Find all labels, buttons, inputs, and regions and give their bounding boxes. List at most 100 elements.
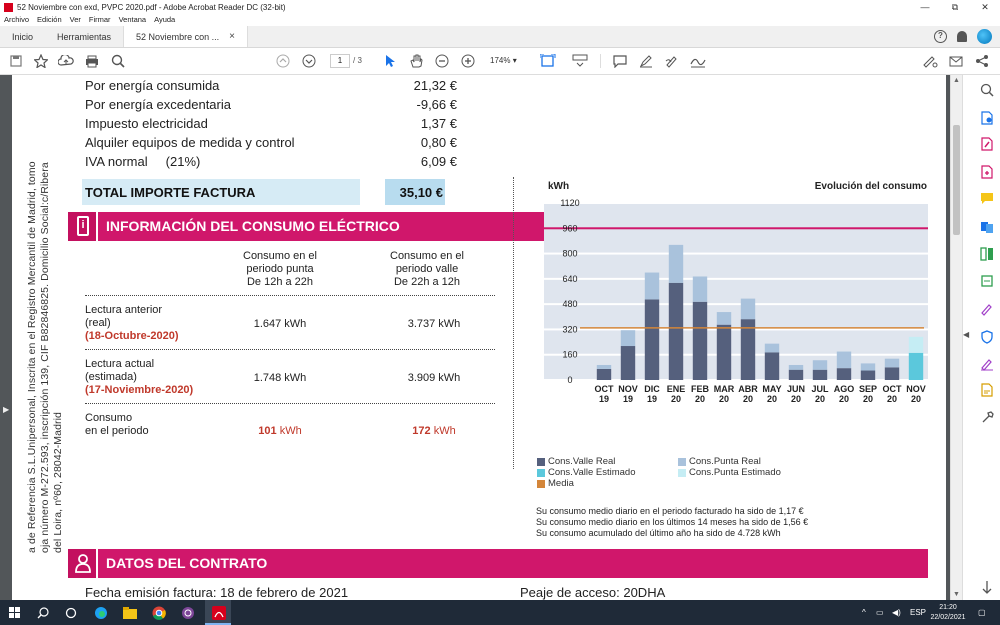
account-avatar[interactable] — [977, 29, 992, 44]
system-tray-chevron-icon[interactable]: ^ — [862, 608, 866, 617]
more-tools-icon[interactable] — [980, 411, 994, 425]
enhance-scan-icon[interactable] — [980, 274, 994, 288]
previous-page-icon[interactable] — [275, 53, 291, 69]
network-icon[interactable]: ▭ — [876, 608, 884, 617]
left-panel-toggle[interactable]: ▶ — [3, 405, 10, 414]
protect-icon[interactable] — [980, 330, 994, 344]
zoom-tool-icon[interactable] — [980, 83, 994, 97]
vertical-scrollbar[interactable]: ▲ ▼ — [950, 75, 962, 600]
tab-close-button[interactable]: × — [229, 30, 235, 42]
create-pdf-icon[interactable] — [980, 165, 994, 179]
next-page-icon[interactable] — [301, 53, 317, 69]
page-total-label: / 3 — [353, 56, 362, 65]
clock-time: 21:20 — [939, 604, 957, 611]
draw-icon[interactable] — [664, 53, 680, 69]
file-explorer-icon[interactable] — [121, 604, 138, 621]
bar-segment — [812, 360, 828, 370]
total-label: TOTAL IMPORTE FACTURA — [85, 185, 256, 200]
grid-band — [544, 330, 928, 354]
task-view-icon[interactable] — [62, 604, 79, 621]
menu-ver[interactable]: Ver — [69, 15, 81, 24]
comment-tool-icon[interactable] — [980, 192, 994, 206]
title-bar: 52 Noviembre con exd, PVPC 2020.pdf - Ad… — [0, 0, 1000, 14]
x-tick-label: 20 — [863, 394, 873, 404]
x-tick-label: 20 — [719, 394, 729, 404]
share-icon[interactable] — [974, 53, 990, 69]
x-tick-label: 20 — [695, 394, 705, 404]
tab-document[interactable]: 52 Noviembre con ... × — [123, 26, 248, 47]
tor-browser-icon[interactable] — [179, 604, 196, 621]
tab-herramientas[interactable]: Herramientas — [57, 32, 112, 42]
scroll-mode-icon[interactable] — [572, 53, 588, 69]
x-tick-label: JUN — [787, 384, 805, 394]
zoom-level-select[interactable]: 174% ▾ — [490, 56, 517, 65]
collapse-panel-icon[interactable]: ◀ — [963, 330, 970, 339]
grid-band — [544, 279, 928, 304]
bar-segment — [836, 368, 852, 380]
fit-page-icon[interactable] — [540, 53, 556, 69]
combine-files-icon[interactable] — [980, 220, 994, 234]
chrome-icon[interactable] — [150, 604, 167, 621]
organize-pages-icon[interactable] — [980, 247, 994, 261]
mail-icon[interactable] — [948, 53, 964, 69]
menu-ayuda[interactable]: Ayuda — [154, 15, 176, 24]
save-icon[interactable] — [8, 53, 24, 69]
minimize-button[interactable]: — — [920, 2, 930, 12]
scroll-thumb[interactable] — [953, 125, 960, 235]
zoom-out-icon[interactable] — [434, 53, 450, 69]
x-tick-label: 20 — [887, 394, 897, 404]
menu-archivo[interactable]: Archivo — [4, 15, 30, 24]
edge-browser-icon[interactable] — [92, 604, 109, 621]
reading-date: (17-Noviembre-2020) — [85, 384, 194, 396]
hand-tool-icon[interactable] — [408, 53, 424, 69]
notifications-icon[interactable]: ▢ — [978, 608, 986, 617]
fill-sign-icon[interactable] — [690, 53, 706, 69]
comment-icon[interactable] — [612, 53, 628, 69]
sign-link-icon[interactable] — [922, 53, 938, 69]
tab-inicio[interactable]: Inicio — [12, 32, 34, 42]
fill-sign-tool-icon[interactable] — [980, 302, 994, 316]
scroll-down-icon[interactable]: ▼ — [953, 591, 960, 598]
legend-label: Cons.Punta Real — [689, 456, 761, 467]
section-title-consumo: INFORMACIÓN DEL CONSUMO ELÉCTRICO — [106, 218, 400, 234]
scroll-up-icon[interactable]: ▲ — [953, 77, 960, 84]
upload-cloud-icon[interactable] — [58, 53, 74, 69]
select-cursor-icon[interactable] — [382, 53, 398, 69]
page-number-input[interactable]: 1 — [330, 54, 350, 68]
grid-band — [544, 229, 928, 253]
star-icon[interactable] — [33, 53, 49, 69]
period-valle-number: 172 — [412, 425, 431, 437]
edit-pdf-icon[interactable] — [980, 137, 994, 151]
print-icon[interactable] — [84, 53, 100, 69]
zoom-search-icon[interactable] — [110, 53, 126, 69]
reading-row-label: Lectura anterior (real) (18-Octubre-2020… — [85, 304, 179, 343]
highlight-pen-icon[interactable] — [638, 53, 654, 69]
divider — [85, 403, 495, 404]
search-icon[interactable] — [34, 604, 51, 621]
maximize-button[interactable]: ⧉ — [951, 1, 959, 12]
total-value: 35,10 € — [399, 185, 443, 200]
legend-swatch — [537, 468, 545, 477]
send-for-signature-icon[interactable] — [980, 357, 994, 371]
language-indicator[interactable]: ESP — [910, 608, 927, 617]
legend-item: Cons.Valle Estimado — [537, 467, 635, 478]
bill-row-value: 0,80 € — [420, 135, 457, 150]
zoom-in-icon[interactable] — [460, 53, 476, 69]
menu-firmar[interactable]: Firmar — [88, 15, 111, 24]
volume-icon[interactable]: ◀) — [892, 608, 901, 617]
help-icon[interactable]: ? — [934, 30, 947, 43]
clock-date: 22/02/2021 — [930, 614, 966, 621]
bell-icon[interactable] — [957, 31, 967, 42]
customize-tools-icon[interactable] — [980, 580, 994, 594]
bar-segment — [716, 312, 732, 325]
prepare-form-icon[interactable] — [980, 383, 994, 397]
menu-edicion[interactable]: Edición — [37, 15, 62, 24]
export-pdf-icon[interactable] — [980, 111, 994, 125]
header-line: Consumo en el — [390, 250, 464, 262]
acrobat-taskbar-icon[interactable] — [210, 604, 227, 621]
bill-row-label: Por energía consumida — [85, 78, 220, 93]
menu-ventana[interactable]: Ventana — [118, 15, 147, 24]
close-button[interactable]: ✕ — [981, 1, 989, 12]
taskbar-clock[interactable]: 21:20 22/02/2021 — [928, 603, 968, 623]
windows-start-icon[interactable] — [6, 604, 23, 621]
